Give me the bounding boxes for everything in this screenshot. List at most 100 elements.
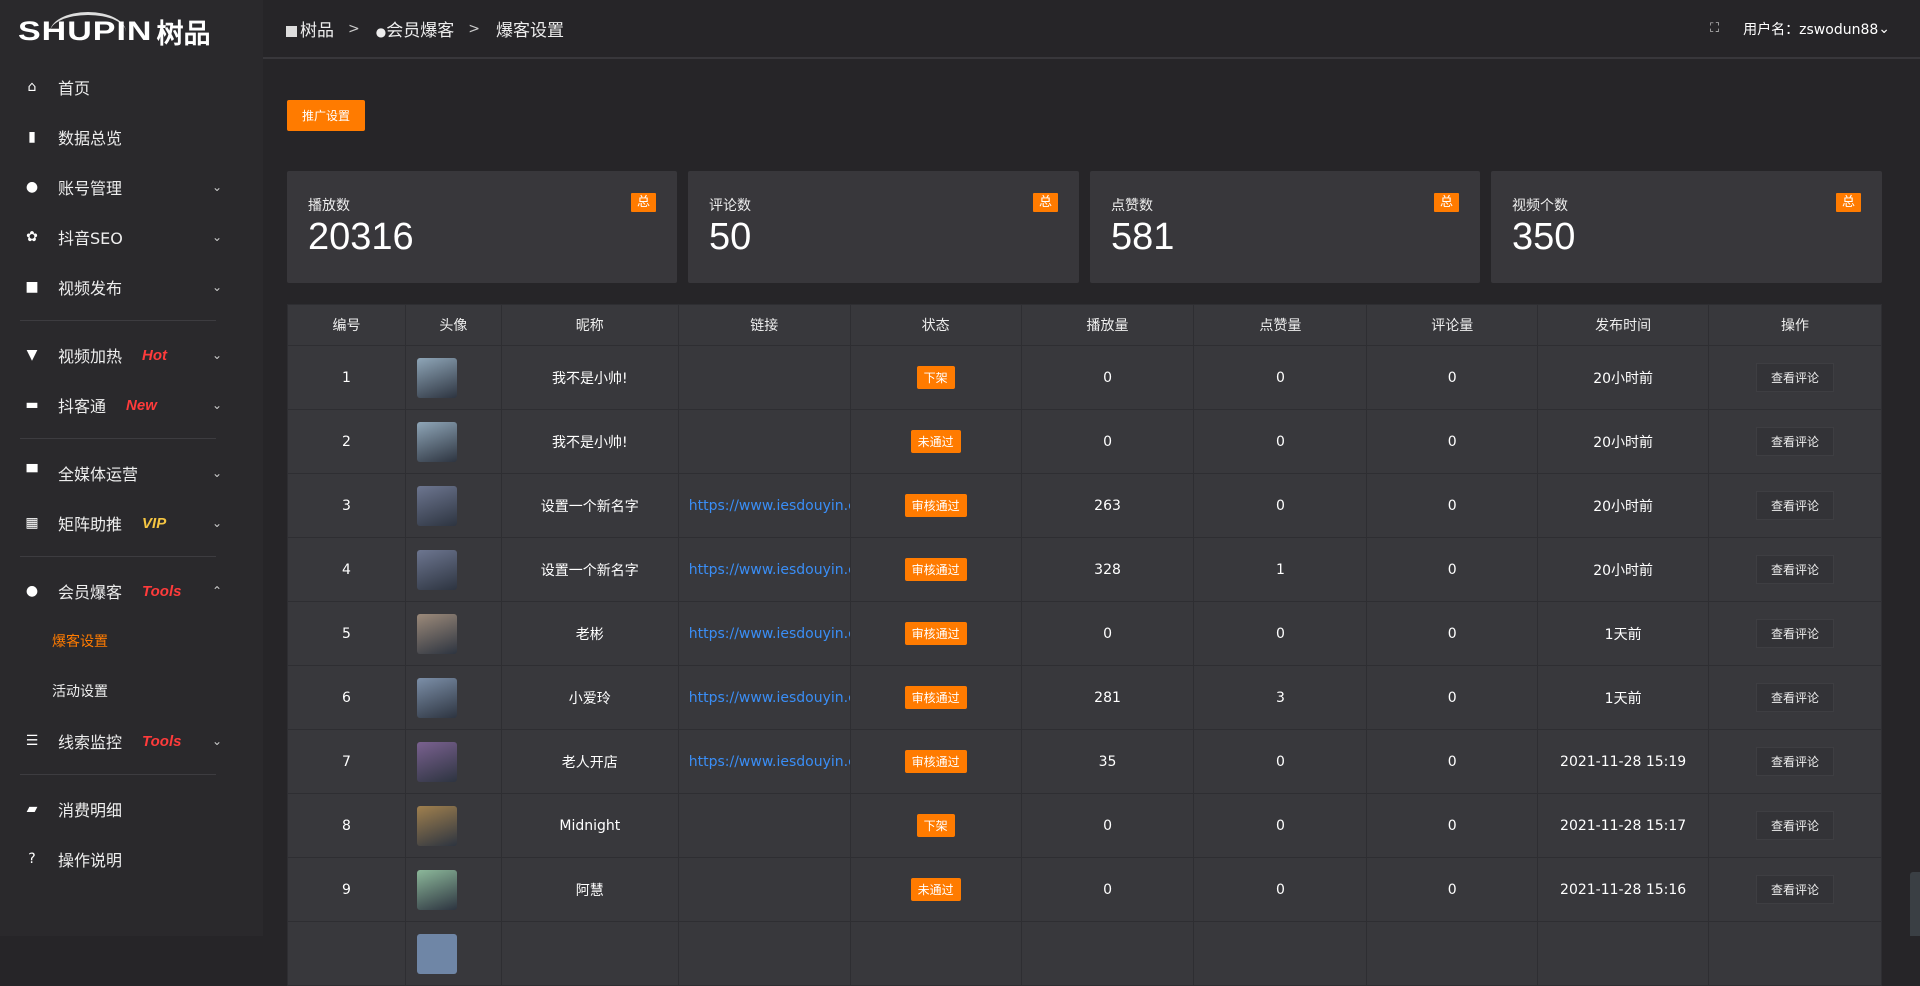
stat-value: 581 (1111, 216, 1175, 258)
cell-name: 阿慧 (500, 857, 679, 922)
floating-widget[interactable] (1910, 872, 1920, 936)
sidebar-subitem-0[interactable]: 爆客设置 (52, 634, 108, 650)
fullscreen-icon[interactable]: ⛶ (1710, 21, 1720, 36)
sidebar-item-3[interactable]: ✿ 抖音SEO ⌄ (0, 212, 263, 262)
cell-status: 审核通过 (849, 729, 1022, 794)
view-comments-button[interactable]: 查看评论 (1756, 811, 1835, 840)
monitor-icon: ▼ (26, 347, 38, 363)
chevron-down-icon[interactable]: ⌄ (212, 734, 223, 748)
cell-link (677, 345, 851, 410)
view-comments-button[interactable]: 查看评论 (1756, 683, 1835, 712)
sidebar-item-label: 全媒体运营 (58, 465, 139, 484)
avatar (416, 677, 457, 718)
cell-comments: 0 (1366, 793, 1539, 858)
view-comments-button[interactable]: 查看评论 (1756, 363, 1835, 392)
cell-name: 我不是小帅! (500, 345, 679, 410)
username[interactable]: 用户名：zswodun88 (1743, 21, 1879, 38)
avatar (416, 869, 457, 910)
cell-time: 20小时前 (1537, 473, 1710, 538)
sidebar-item-10[interactable]: ☰ 线索监控 Tools ⌄ (0, 716, 263, 766)
sidebar-item-label: 线索监控 (58, 733, 123, 752)
cell-link[interactable]: https://www.iesdouyin.c (677, 537, 851, 602)
cell-action: 查看评论 (1708, 537, 1882, 602)
chevron-down-icon[interactable]: ⌄ (212, 516, 223, 530)
status-badge: 审核通过 (904, 686, 967, 709)
sidebar-item-0[interactable]: ⌂ 首页 (0, 62, 263, 112)
table-row: 1 我不是小帅! 下架 0 0 0 20小时前 查看评论 (287, 345, 1882, 410)
cell-action: 查看评论 (1708, 729, 1882, 794)
cell-link (677, 857, 851, 922)
home-icon: ⌂ (27, 79, 37, 95)
table-row-partial (287, 921, 1882, 986)
chevron-down-icon[interactable]: ⌄ (212, 280, 223, 294)
sidebar-item-2[interactable]: ● 账号管理 ⌄ (0, 162, 263, 212)
sidebar-item-4[interactable]: ■ 视频发布 ⌄ (0, 262, 263, 312)
cell-link[interactable]: https://www.iesdouyin.c (677, 729, 851, 794)
cell-link[interactable]: https://www.iesdouyin.c (677, 473, 851, 538)
cell-action: 查看评论 (1708, 473, 1882, 538)
chevron-down-icon[interactable]: ⌄ (212, 180, 223, 194)
table-header: 编号 头像 昵称 链接 状态 播放量 点赞量 评论量 发布时间 操作 (287, 304, 1882, 346)
breadcrumb-item-member[interactable]: ●会员爆客 (376, 16, 454, 41)
sidebar-item-11[interactable]: ▰ 消费明细 (0, 784, 263, 834)
chevron-down-icon[interactable]: ⌄ (212, 398, 223, 412)
cell-id: 5 (287, 601, 406, 666)
view-comments-button[interactable]: 查看评论 (1756, 747, 1835, 776)
table-row: 6 小爱玲 https://www.iesdouyin.c 审核通过 281 3 0 1天前 查… (287, 665, 1882, 730)
chevron-down-icon[interactable]: ⌄ (212, 230, 223, 244)
sidebar-divider (0, 548, 263, 566)
cell-link[interactable]: https://www.iesdouyin.c (677, 601, 851, 666)
cell-status: 审核通过 (849, 665, 1022, 730)
logo[interactable]: SHUPIN 树品 (0, 0, 263, 62)
cell-avatar (404, 665, 502, 730)
sidebar-tag: Tools (142, 732, 182, 750)
promo-settings-button[interactable]: 推广设置 (287, 100, 365, 131)
stat-card-comments: 评论数 50 总 (688, 171, 1079, 283)
cell-plays: 263 (1020, 473, 1195, 538)
chevron-up-icon[interactable]: ⌃ (212, 584, 223, 598)
cell-time: 1天前 (1537, 601, 1710, 666)
cell-time: 20小时前 (1537, 537, 1710, 602)
view-comments-button[interactable]: 查看评论 (1756, 427, 1835, 456)
view-comments-button[interactable]: 查看评论 (1756, 491, 1835, 520)
user-menu[interactable]: ⛶ 用户名：zswodun88 ⌄ (1710, 19, 1890, 39)
cell-likes: 1 (1193, 537, 1368, 602)
sidebar-item-9[interactable]: ● 会员爆客 Tools ⌃ (0, 566, 263, 616)
status-badge: 下架 (916, 366, 955, 389)
sidebar-subitem-1[interactable]: 活动设置 (52, 684, 108, 700)
user-icon: ● (25, 583, 39, 599)
sidebar-item-6[interactable]: ▬ 抖客通 New ⌄ (0, 380, 263, 430)
view-comments-button[interactable]: 查看评论 (1756, 875, 1835, 904)
sidebar-item-7[interactable]: ▀ 全媒体运营 ⌄ (0, 448, 263, 498)
stat-value: 20316 (308, 216, 414, 258)
cell-id (287, 921, 406, 986)
cell-id: 7 (287, 729, 406, 794)
cell-name: 小爱玲 (500, 665, 679, 730)
avatar (416, 933, 457, 974)
breadcrumb-label: 会员爆客 (386, 21, 455, 41)
chevron-down-icon[interactable]: ⌄ (212, 466, 223, 480)
cell-comments: 0 (1366, 857, 1539, 922)
sidebar-divider (0, 312, 263, 330)
cell-id: 6 (287, 665, 406, 730)
breadcrumb-item-home[interactable]: 树品 (286, 16, 334, 41)
sidebar-item-12[interactable]: ? 操作说明 (0, 834, 263, 884)
sidebar-item-5[interactable]: ▼ 视频加热 Hot ⌄ (0, 330, 263, 380)
view-comments-button[interactable]: 查看评论 (1756, 555, 1835, 584)
column-header: 昵称 (500, 304, 679, 346)
status-badge: 审核通过 (904, 558, 967, 581)
sidebar-item-1[interactable]: ▮ 数据总览 (0, 112, 263, 162)
cell-time: 2021-11-28 15:19 (1537, 729, 1710, 794)
cell-link[interactable]: https://www.iesdouyin.c (677, 665, 851, 730)
chevron-down-icon[interactable]: ⌄ (212, 348, 223, 362)
cell-id: 3 (287, 473, 406, 538)
cell-likes: 0 (1193, 857, 1368, 922)
cell-name: Midnight (500, 793, 679, 858)
cell-action (1708, 921, 1882, 986)
sidebar-item-8[interactable]: ▦ 矩阵助推 VIP ⌄ (0, 498, 263, 548)
chevron-down-icon[interactable]: ⌄ (1878, 20, 1890, 37)
view-comments-button[interactable]: 查看评论 (1756, 619, 1835, 648)
table-row: 4 设置一个新名字 https://www.iesdouyin.c 审核通过 328 1 0… (287, 537, 1882, 602)
avatar (416, 805, 457, 846)
cell-name: 老人开店 (500, 729, 679, 794)
